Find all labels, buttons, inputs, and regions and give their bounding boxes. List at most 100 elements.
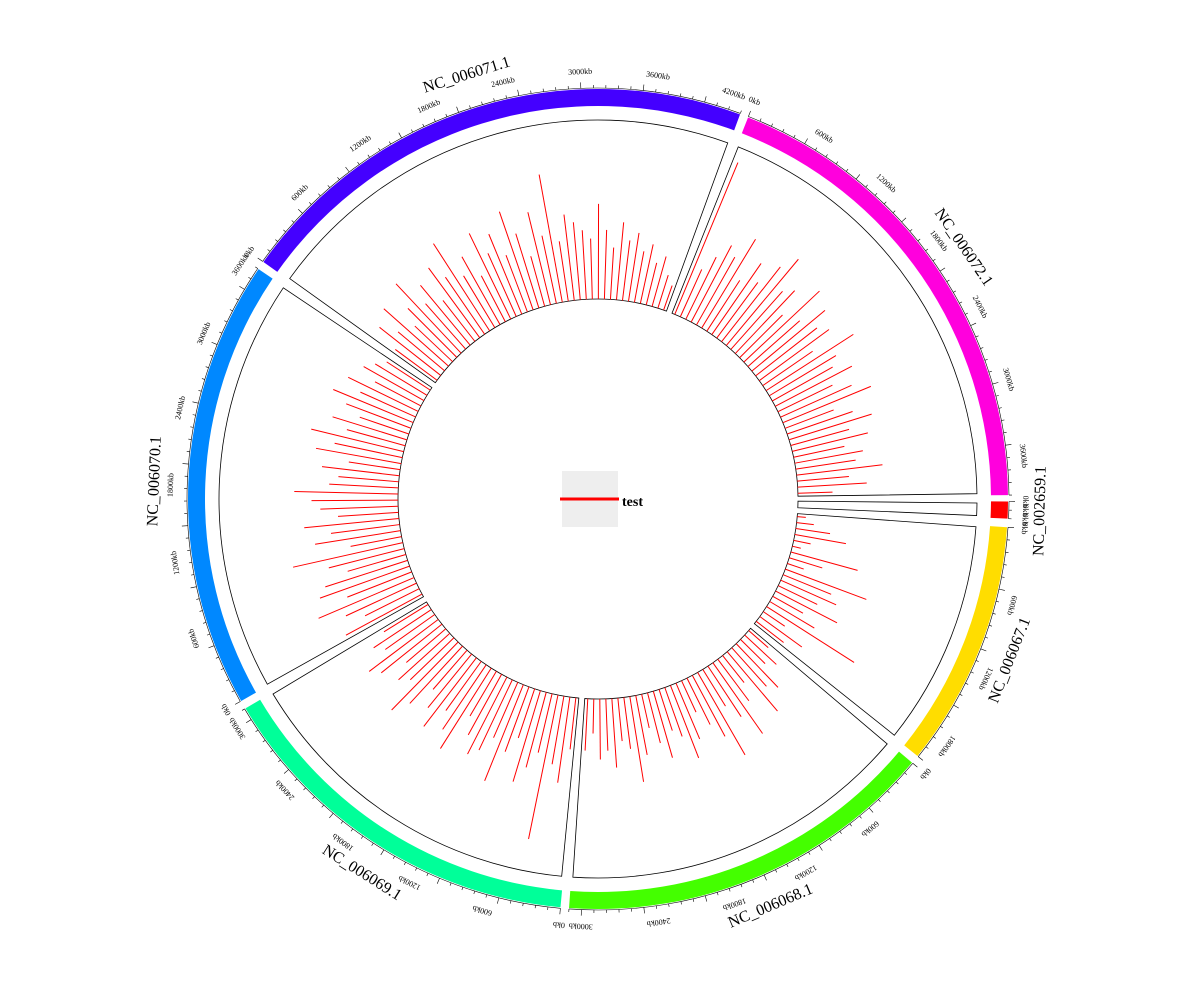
tick-mark: [199, 610, 203, 612]
tick-mark: [887, 790, 890, 794]
tick-mark: [505, 95, 507, 99]
tick-mark: [473, 890, 476, 895]
tick-baseline-nc-006070-1: [186, 268, 258, 702]
histogram-bar: [557, 696, 571, 783]
tick-mark: [984, 636, 989, 639]
tick-mark: [367, 154, 370, 158]
tick-mark: [461, 887, 464, 891]
histogram-bar: [572, 222, 581, 300]
tick-mark: [283, 769, 289, 774]
tick-mark: [995, 600, 1000, 603]
chromosome-label-nc-006071-1: NC_006071.1: [421, 54, 512, 97]
histogram-bar: [420, 284, 471, 346]
tick-mark: [667, 91, 669, 95]
ideogram-nc-006071-1: [263, 88, 741, 272]
tick-mark: [203, 622, 207, 624]
histogram-bar: [702, 669, 726, 707]
tick-mark: [759, 118, 762, 122]
histogram-bar: [330, 524, 400, 534]
histogram-bar: [621, 240, 631, 301]
histogram-bar: [747, 320, 801, 367]
tick-mark: [883, 201, 887, 205]
histogram-bar: [627, 232, 640, 302]
track-frame-nc-006068-1: [572, 627, 888, 879]
histogram-bar: [505, 255, 528, 313]
tick-mark: [728, 106, 730, 110]
tick-mark: [752, 879, 755, 883]
histogram-bar: [766, 606, 855, 663]
tick-mark: [497, 897, 500, 904]
histogram-bar: [315, 447, 402, 465]
histogram-bar: [442, 300, 476, 342]
histogram-bar: [530, 256, 546, 307]
histogram-bar: [363, 366, 425, 402]
histogram-bar: [611, 698, 618, 768]
tick-mark: [426, 873, 429, 877]
tick-mark: [278, 759, 281, 763]
histogram-bar: [716, 282, 759, 339]
histogram-bar: [744, 634, 777, 665]
histogram-bar: [385, 614, 436, 650]
tick-mark: [932, 258, 936, 262]
tick-mark: [206, 633, 210, 636]
histogram-bar: [647, 692, 661, 744]
histogram-bar: [348, 461, 401, 471]
histogram-bar: [674, 162, 739, 315]
tick-mark: [388, 141, 391, 145]
tick-label: 0kb: [1021, 496, 1030, 508]
histogram-bar: [347, 554, 406, 572]
track-frame-nc-006069-1: [272, 601, 580, 877]
tick-mark: [804, 138, 808, 144]
histogram-bar: [423, 657, 477, 727]
tick-mark: [825, 154, 828, 158]
tick-mark: [239, 286, 245, 290]
histogram-bar: [414, 325, 453, 363]
histogram-bar: [772, 595, 804, 614]
tick-label: 1800kb: [166, 473, 176, 497]
histogram-bar: [758, 329, 830, 382]
histogram-bar: [428, 267, 481, 339]
tick-mark: [422, 123, 425, 127]
tick-label: 0kb: [1020, 522, 1030, 535]
tick-mark: [980, 347, 984, 349]
histogram-bar: [731, 647, 767, 687]
histogram-bar: [319, 565, 410, 599]
tick-mark: [517, 89, 520, 96]
histogram-bar: [537, 693, 553, 753]
tick-mark: [992, 613, 996, 615]
tick-mark: [692, 96, 694, 100]
histogram-bar: [663, 285, 673, 311]
histogram-bar: [658, 689, 673, 731]
histogram-bar: [685, 256, 717, 320]
histogram-bar: [409, 645, 463, 704]
tick-mark: [980, 648, 987, 652]
histogram-bar: [790, 551, 858, 571]
tick-mark: [257, 257, 263, 262]
tick-mark: [815, 147, 818, 151]
ideogram-nc-006067-1: [904, 526, 1008, 756]
tick-mark: [229, 309, 233, 312]
tick-mark: [925, 746, 929, 749]
histogram-bar: [790, 428, 850, 447]
histogram-bar: [432, 649, 468, 690]
histogram-bar: [592, 698, 595, 734]
histogram-bar: [775, 590, 838, 624]
tick-mark: [270, 750, 273, 753]
tick-mark: [403, 862, 406, 865]
histogram-bar: [641, 694, 650, 729]
tick-label: 1200kb: [169, 550, 182, 575]
histogram-bar: [617, 697, 623, 742]
tick-mark: [357, 161, 360, 165]
chromosome-label-nc-006067-1: NC_006067.1: [985, 615, 1034, 705]
histogram-bar: [722, 655, 745, 683]
histogram-bar: [599, 698, 601, 760]
tick-mark: [728, 888, 731, 892]
histogram-bar: [350, 536, 402, 547]
tick-mark: [345, 166, 350, 173]
histogram-bar: [778, 585, 818, 605]
tick-mark: [953, 704, 959, 709]
histogram-bar: [380, 623, 443, 674]
tick-mark: [220, 668, 224, 670]
histogram-bar: [669, 685, 700, 759]
tick-mark: [309, 202, 312, 205]
